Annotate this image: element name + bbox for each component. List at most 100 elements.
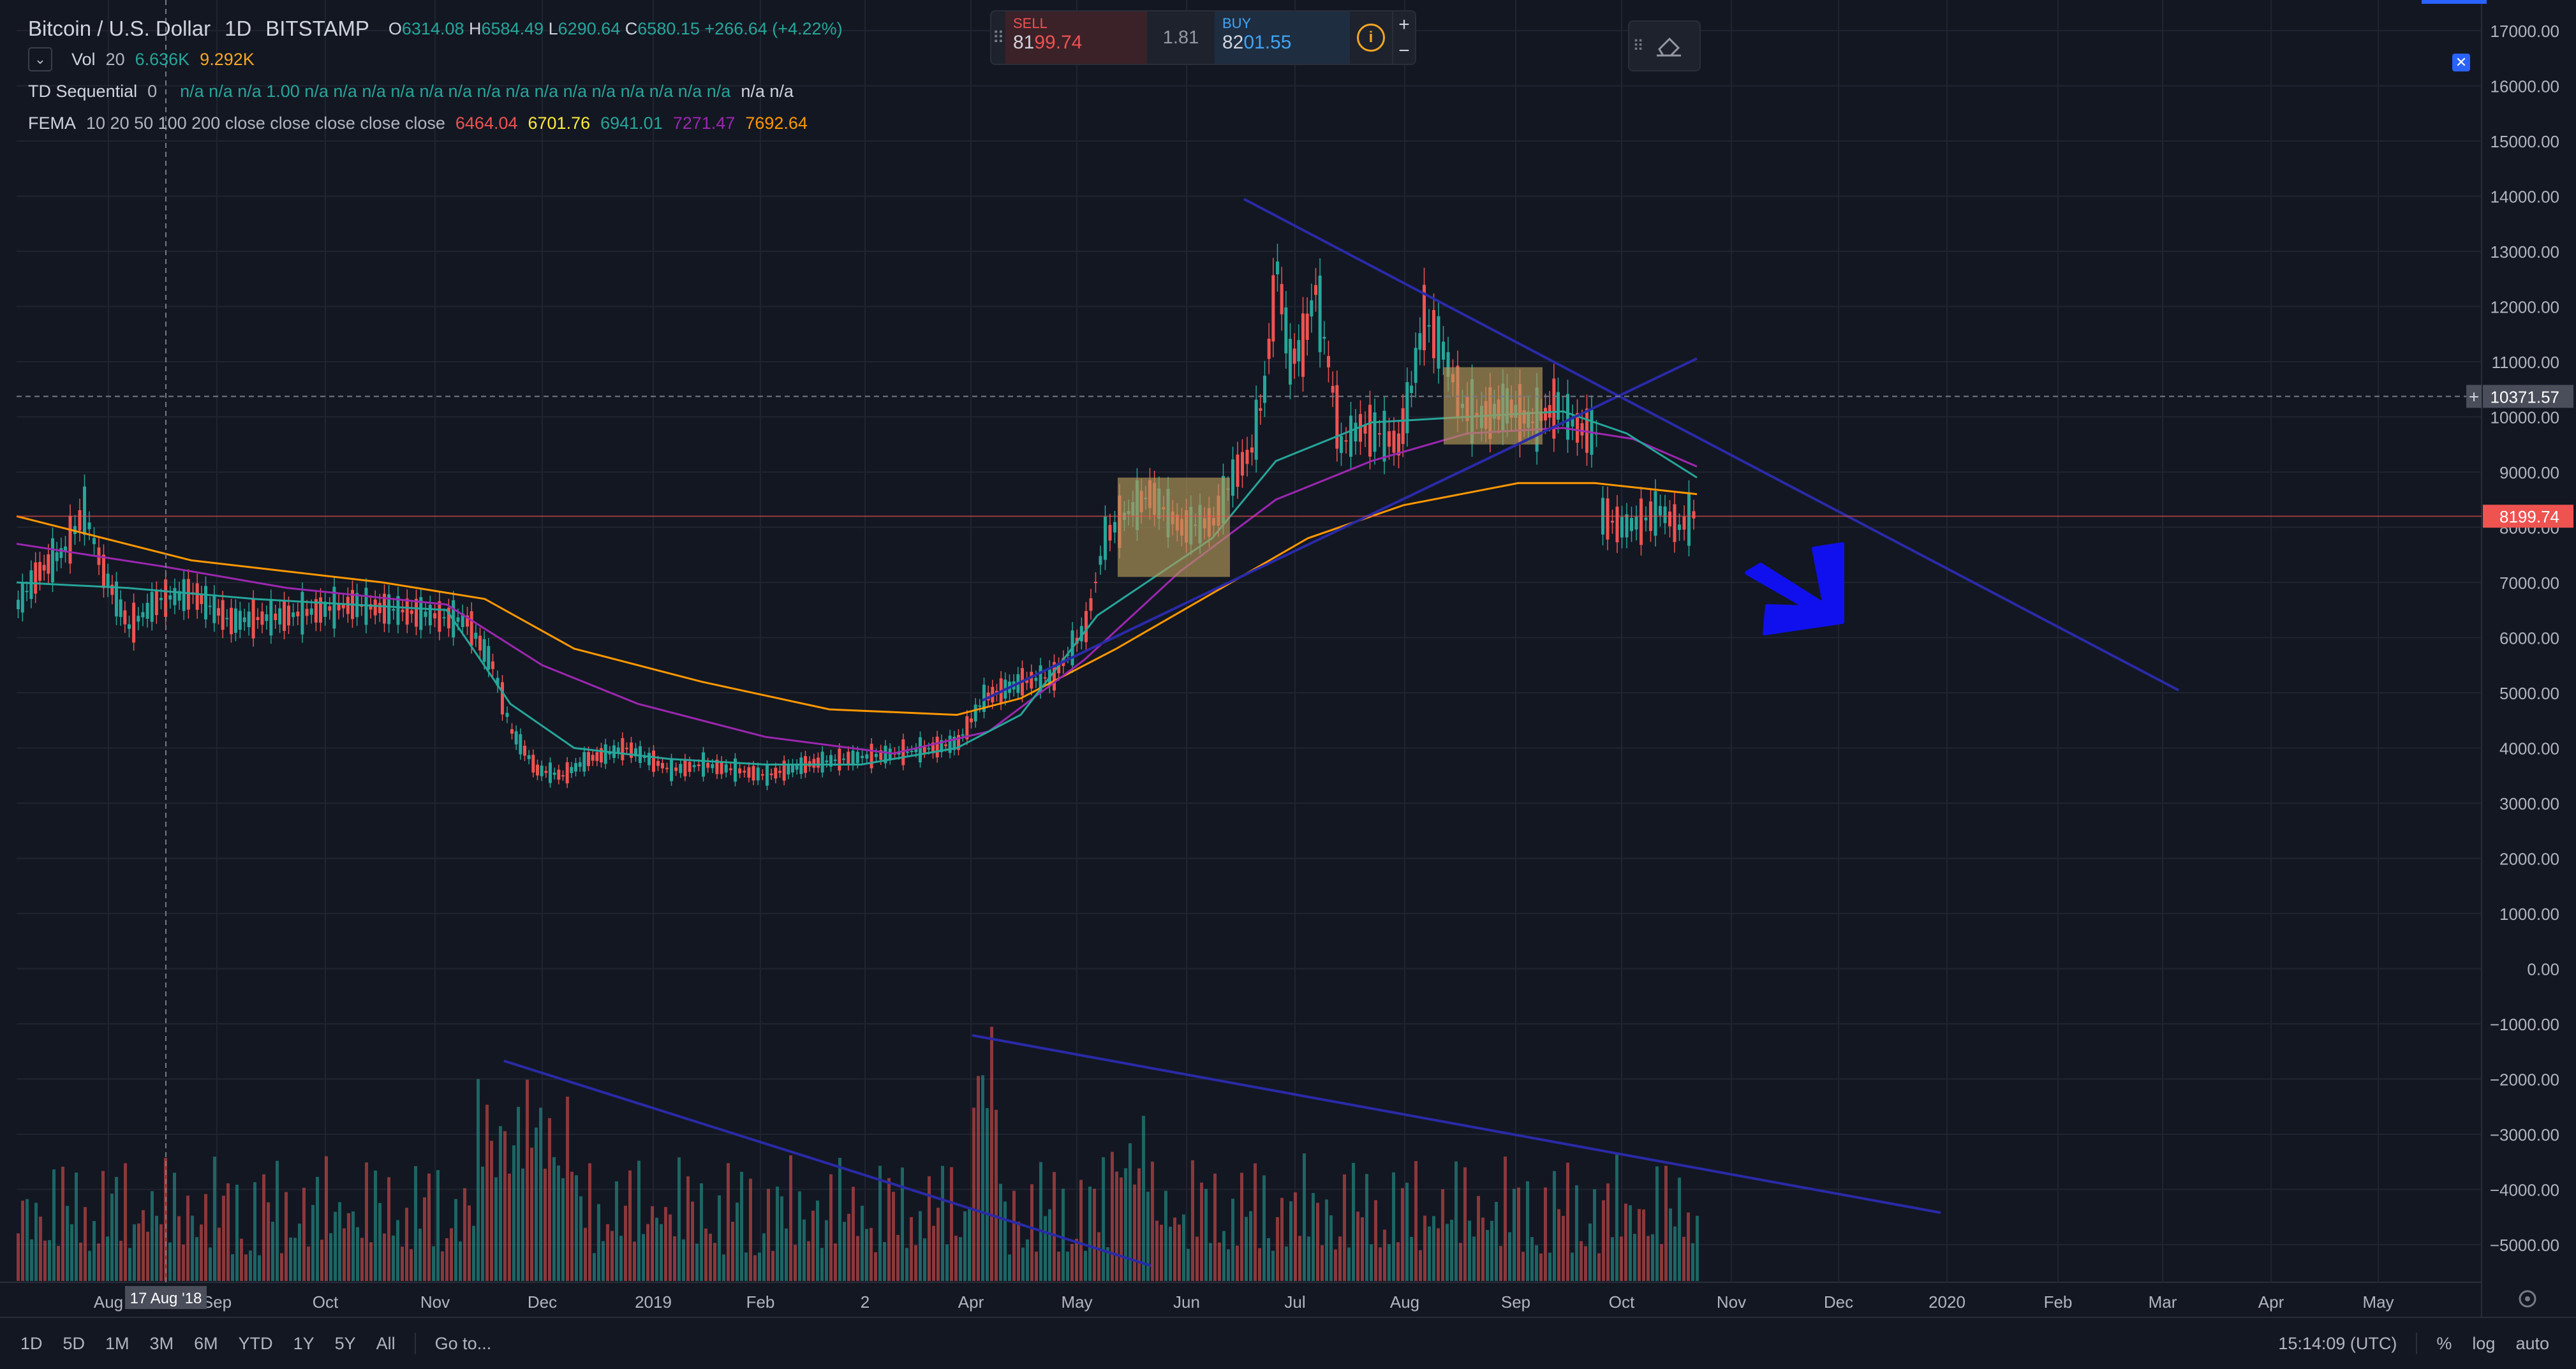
candle-body xyxy=(401,609,404,612)
td-sequential-legend[interactable]: TD Sequential 0 n/a n/a n/a 1.00 n/a n/a… xyxy=(28,75,843,107)
volume-bar xyxy=(1571,1252,1574,1281)
tf-ytd[interactable]: YTD xyxy=(238,1333,273,1353)
minus-button[interactable]: − xyxy=(1398,40,1410,61)
volume-bar xyxy=(919,1211,922,1281)
candle-body xyxy=(595,752,599,761)
tf-1d[interactable]: 1D xyxy=(20,1333,43,1353)
volume-bar xyxy=(499,1126,502,1281)
volume-bar xyxy=(1155,1220,1158,1281)
volume-bar xyxy=(1620,1236,1623,1281)
candle-body xyxy=(778,771,781,773)
candle-body xyxy=(217,608,220,616)
candle-body xyxy=(1241,452,1244,476)
candle-body xyxy=(1571,418,1574,427)
volume-bar xyxy=(427,1173,431,1281)
symbol-header: Bitcoin / U.S. Dollar 1D BITSTAMP O6314.… xyxy=(28,14,843,43)
candle-body xyxy=(230,607,233,635)
volume-bar xyxy=(320,1240,323,1281)
volume-bar xyxy=(343,1228,346,1281)
tf-all[interactable]: All xyxy=(376,1333,396,1353)
drag-handle-icon[interactable]: ⠿ xyxy=(1632,37,1644,55)
sell-button[interactable]: SELL 8199.74 xyxy=(1005,11,1147,64)
tf-5y[interactable]: 5Y xyxy=(334,1333,356,1353)
candle-body xyxy=(670,759,673,781)
volume-bar xyxy=(1588,1223,1592,1281)
collapse-legend-button[interactable]: ⌄ xyxy=(28,47,52,71)
candle-body xyxy=(145,602,149,619)
down-arrow-icon xyxy=(1745,542,1844,635)
percent-toggle[interactable]: % xyxy=(2436,1333,2452,1353)
candle-body xyxy=(944,744,947,746)
buy-button[interactable]: BUY 8201.55 xyxy=(1215,11,1350,64)
tf-5d[interactable]: 5D xyxy=(63,1333,85,1353)
volume-bar xyxy=(1164,1190,1167,1281)
volume-bar xyxy=(521,1168,524,1281)
close-icon[interactable]: ✕ xyxy=(2452,54,2470,71)
candle-body xyxy=(688,762,692,773)
tf-3m[interactable]: 3M xyxy=(149,1333,174,1353)
volume-bar xyxy=(106,1236,109,1281)
candle-body xyxy=(182,579,186,611)
volume-bar xyxy=(816,1200,819,1281)
ma-50-line xyxy=(16,410,1698,766)
candle-body xyxy=(501,682,504,714)
volume-bar xyxy=(124,1163,127,1281)
sell-label: SELL xyxy=(1013,15,1047,31)
candle-body xyxy=(1692,511,1696,519)
volume-bar xyxy=(1303,1153,1306,1281)
volume-bar xyxy=(526,1079,529,1281)
candle-body xyxy=(1284,307,1288,353)
volume-bar xyxy=(731,1222,734,1281)
volume-bar xyxy=(968,1207,971,1281)
volume-bar xyxy=(392,1235,395,1281)
candle-body xyxy=(115,581,118,617)
quantity-stepper[interactable]: + − xyxy=(1392,11,1415,64)
volume-bar xyxy=(1021,1247,1025,1281)
candle-body xyxy=(692,765,696,767)
candle-body xyxy=(519,734,522,755)
volume-bar xyxy=(820,1248,824,1281)
candle-body xyxy=(78,510,82,531)
volume-bar xyxy=(235,1185,239,1281)
symbol-name[interactable]: Bitcoin / U.S. Dollar xyxy=(28,17,211,40)
fema-legend[interactable]: FEMA 10 20 50 100 200 close close close … xyxy=(28,107,843,139)
candle-body xyxy=(549,762,552,783)
candle-body xyxy=(1659,506,1662,515)
drag-handle-icon[interactable]: ⠿ xyxy=(992,27,1005,47)
info-button[interactable]: i xyxy=(1350,11,1392,64)
candle-body xyxy=(679,764,683,773)
time-tick-label: Feb xyxy=(2044,1292,2073,1312)
interval[interactable]: 1D xyxy=(225,17,252,40)
fema-100-value: 7271.47 xyxy=(672,113,736,133)
volume-bar xyxy=(43,1240,47,1281)
volume-bar xyxy=(606,1224,609,1281)
volume-bar xyxy=(1521,1252,1525,1281)
tf-6m[interactable]: 6M xyxy=(194,1333,218,1353)
clock: 15:14:09 (UTC) xyxy=(2278,1333,2397,1353)
candle-body xyxy=(1410,385,1413,394)
volume-bar xyxy=(1499,1246,1502,1281)
plus-button[interactable]: + xyxy=(1398,13,1410,35)
fema-20-value: 6701.76 xyxy=(528,113,591,133)
eraser-button[interactable] xyxy=(1647,27,1692,65)
candle-body xyxy=(901,739,905,766)
tf-1y[interactable]: 1Y xyxy=(293,1333,315,1353)
goto-button[interactable]: Go to... xyxy=(434,1333,492,1353)
volume-bar xyxy=(34,1202,38,1281)
candle-body xyxy=(630,742,633,758)
volume-bar xyxy=(901,1167,904,1281)
auto-toggle[interactable]: auto xyxy=(2515,1333,2549,1353)
volume-bar xyxy=(1633,1234,1636,1281)
volume-bar xyxy=(1169,1226,1172,1281)
candle-body xyxy=(578,762,582,767)
volume-bar xyxy=(1338,1236,1342,1281)
volume-bar xyxy=(1423,1215,1426,1281)
candle-body xyxy=(1267,338,1271,359)
log-toggle[interactable]: log xyxy=(2472,1333,2496,1353)
tf-1m[interactable]: 1M xyxy=(105,1333,130,1353)
candle-body xyxy=(661,762,664,769)
candle-body xyxy=(438,601,441,632)
candle-body xyxy=(540,766,544,776)
volume-legend[interactable]: ⌄ Vol 20 6.636K 9.292K xyxy=(28,43,843,75)
